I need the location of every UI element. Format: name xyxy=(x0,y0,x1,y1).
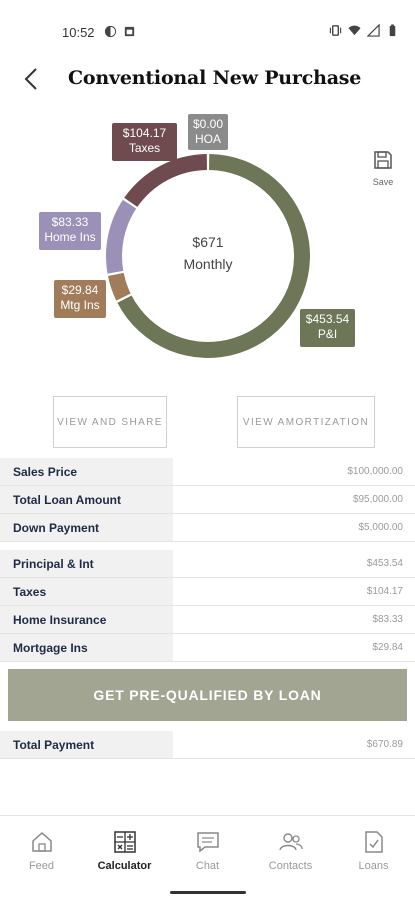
battery-icon xyxy=(389,24,396,37)
nav-label: Loans xyxy=(358,860,389,872)
row-value: $29.84 xyxy=(372,642,403,653)
row-label: Down Payment xyxy=(0,514,173,541)
signal-icon xyxy=(367,24,380,37)
view-amortization-button[interactable]: VIEW AMORTIZATION xyxy=(237,396,375,448)
page-title: Conventional New Purchase xyxy=(68,67,362,89)
pi-label: P&I xyxy=(317,327,338,341)
nav-item-calculator[interactable]: Calculator xyxy=(83,816,166,900)
table-row: Taxes $104.17 xyxy=(0,578,415,606)
donut-slice-taxes xyxy=(124,154,207,207)
row-label: Home Insurance xyxy=(0,606,173,633)
donut-slice-mtg-ins xyxy=(107,272,131,301)
table-row: Mortgage Ins $29.84 xyxy=(0,634,415,662)
nav-item-contacts[interactable]: Contacts xyxy=(249,816,332,900)
home-ins-amount: $83.33 xyxy=(51,215,89,229)
wifi-icon xyxy=(348,25,361,36)
hoa-tag: $0.00 HOA xyxy=(188,114,228,150)
chat-icon xyxy=(196,832,219,853)
table-row: Principal & Int $453.54 xyxy=(0,550,415,578)
save-label: Save xyxy=(372,177,394,187)
nav-label: Chat xyxy=(195,860,220,872)
table-row: Down Payment $5,000.00 xyxy=(0,514,415,542)
row-value: $5,000.00 xyxy=(358,522,404,533)
back-button[interactable] xyxy=(16,64,46,94)
mtg-ins-tag: $29.84 Mtg Ins xyxy=(54,280,106,318)
nav-label: Contacts xyxy=(268,860,313,872)
save-button[interactable]: Save xyxy=(367,150,399,192)
home-ins-tag: $83.33 Home Ins xyxy=(39,212,101,250)
row-value: $95,000.00 xyxy=(352,494,403,505)
table-row: Total Loan Amount $95,000.00 xyxy=(0,486,415,514)
mtg-ins-amount: $29.84 xyxy=(61,283,99,297)
app-header: Conventional New Purchase xyxy=(0,56,415,102)
row-value: $83.33 xyxy=(372,614,403,625)
table-row: Total Payment $670.89 xyxy=(0,731,415,759)
row-label: Total Payment xyxy=(0,731,173,758)
calculator-icon xyxy=(113,831,136,853)
hoa-amount: $0.00 xyxy=(192,117,224,131)
nav-label: Calculator xyxy=(97,860,152,872)
row-label: Mortgage Ins xyxy=(0,634,173,661)
table-row: Home Insurance $83.33 xyxy=(0,606,415,634)
payment-breakdown-chart: $671 Monthly $0.00 HOA $104.17 Taxes $83… xyxy=(0,104,415,384)
donut-slice-home-ins xyxy=(106,199,137,274)
monthly-label: Monthly xyxy=(183,256,233,272)
contacts-icon xyxy=(278,833,303,851)
nav-item-feed[interactable]: Feed xyxy=(0,816,83,900)
row-label: Principal & Int xyxy=(0,550,173,577)
row-value: $100,000.00 xyxy=(347,466,403,477)
table-row: Sales Price $100,000.00 xyxy=(0,458,415,486)
hoa-label: HOA xyxy=(194,132,221,146)
payment-breakdown-table: Principal & Int $453.54 Taxes $104.17 Ho… xyxy=(0,550,415,662)
status-time: 10:52 xyxy=(62,25,95,40)
loan-summary-table: Sales Price $100,000.00 Total Loan Amoun… xyxy=(0,458,415,542)
nav-item-loans[interactable]: Loans xyxy=(332,816,415,900)
chevron-left-icon xyxy=(24,68,37,90)
total-payment-table: Total Payment $670.89 xyxy=(0,731,415,759)
app-notification-icon xyxy=(104,25,117,38)
home-indicator xyxy=(170,891,246,894)
nav-label: Feed xyxy=(28,860,55,872)
home-icon xyxy=(31,831,52,852)
donut-chart xyxy=(106,154,311,358)
monthly-amount: $671 xyxy=(192,234,224,250)
nav-item-chat[interactable]: Chat xyxy=(166,816,249,900)
taxes-amount: $104.17 xyxy=(122,126,167,140)
row-label: Taxes xyxy=(0,578,173,605)
view-and-share-button[interactable]: VIEW AND SHARE xyxy=(53,396,167,448)
mtg-ins-label: Mtg Ins xyxy=(60,298,100,312)
taxes-label: Taxes xyxy=(128,141,161,155)
pi-tag: $453.54 P&I xyxy=(300,309,355,347)
calendar-notification-icon xyxy=(124,26,135,37)
document-icon xyxy=(364,831,383,853)
row-value: $670.89 xyxy=(366,739,403,750)
status-bar: 10:52 xyxy=(0,0,415,64)
row-value: $453.54 xyxy=(366,558,403,569)
row-value: $104.17 xyxy=(366,586,403,597)
taxes-tag: $104.17 Taxes xyxy=(112,123,177,161)
bottom-nav: Feed Calculator Chat Contacts Loans xyxy=(0,815,415,900)
floppy-disk-icon xyxy=(374,151,392,169)
row-label: Total Loan Amount xyxy=(0,486,173,513)
row-label: Sales Price xyxy=(0,458,173,485)
get-pre-qualified-button[interactable]: GET PRE-QUALIFIED BY LOAN xyxy=(8,669,407,721)
vibrate-icon xyxy=(329,25,342,36)
home-ins-label: Home Ins xyxy=(44,230,96,244)
pi-amount: $453.54 xyxy=(305,312,350,326)
